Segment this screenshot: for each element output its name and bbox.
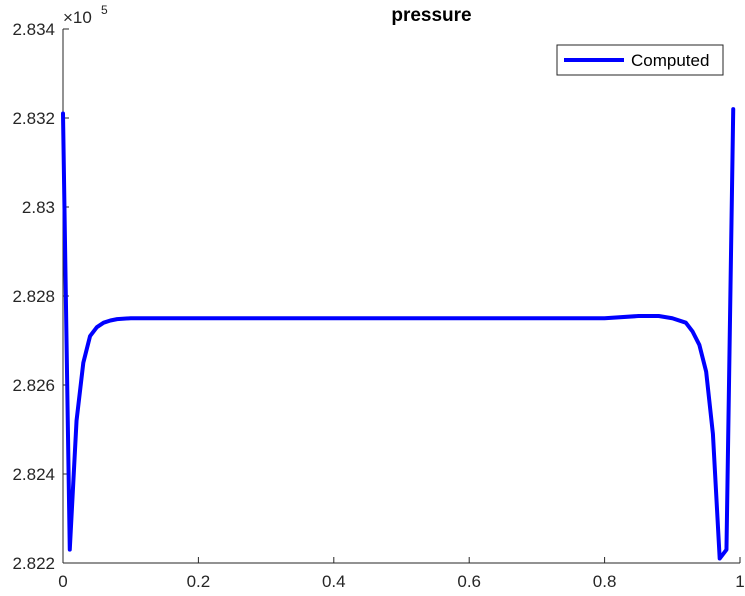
series-group (61, 107, 736, 561)
series-line-computed (61, 107, 736, 561)
x-tick-label: 0.4 (322, 572, 346, 591)
x-ticks: 0 0.2 0.4 0.6 0.8 1 (58, 557, 745, 591)
y-tick-label: 2.834 (12, 20, 55, 39)
y-exponent-power: 5 (101, 3, 108, 17)
y-exponent-base: ×10 (63, 8, 92, 27)
x-tick-label: 0 (58, 572, 67, 591)
y-tick-label: 2.83 (22, 198, 55, 217)
y-tick-label: 2.828 (12, 287, 55, 306)
y-tick-label: 2.824 (12, 465, 55, 484)
x-tick-label: 0.6 (457, 572, 481, 591)
y-tick-label: 2.826 (12, 376, 55, 395)
x-tick-label: 1 (735, 572, 744, 591)
y-exponent-label: ×10 5 (63, 3, 108, 27)
legend[interactable]: Computed (556, 44, 724, 76)
y-tick-label: 2.832 (12, 109, 55, 128)
x-tick-label: 0.2 (187, 572, 211, 591)
legend-label-computed: Computed (631, 51, 709, 70)
plot-area (63, 29, 740, 563)
y-tick-label: 2.822 (12, 554, 55, 573)
x-tick-label: 0.8 (593, 572, 617, 591)
chart-title: pressure (391, 5, 471, 26)
y-ticks: 2.822 2.824 2.826 2.828 2.83 2.832 2.834 (12, 20, 69, 573)
